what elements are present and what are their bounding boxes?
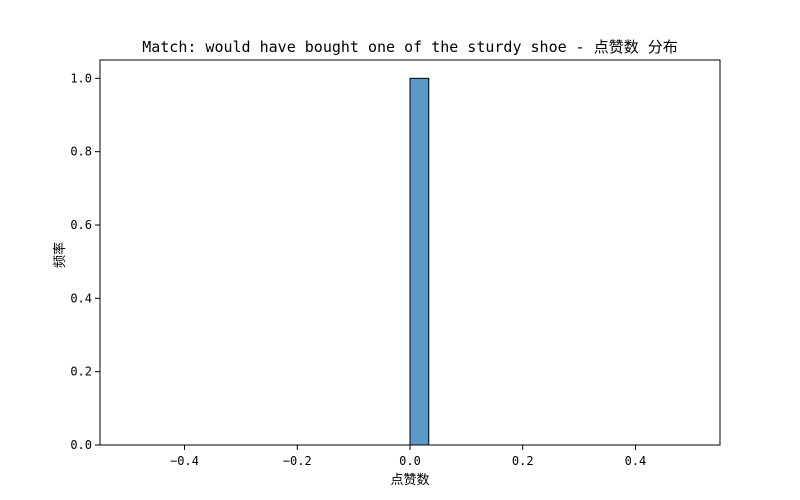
y-tick-label: 0.2 xyxy=(70,365,92,379)
y-tick-label: 0.6 xyxy=(70,218,92,232)
plot-area: −0.4 −0.2 0.0 0.2 0.4 0.0 0.2 0.4 0.6 0.8 1.0 xyxy=(70,59,721,468)
y-tick-label: 1.0 xyxy=(70,71,92,85)
y-axis-title: 频率 xyxy=(52,242,68,268)
x-tick-label: −0.4 xyxy=(170,454,199,468)
x-tick-label: −0.2 xyxy=(283,454,312,468)
y-tick-label: 0.0 xyxy=(70,438,92,452)
histogram-bar-0 xyxy=(409,77,430,446)
x-tick-label: 0.2 xyxy=(512,454,534,468)
x-tick-label: 0.4 xyxy=(625,454,647,468)
x-axis-title: 点赞数 xyxy=(390,473,429,488)
x-tick-label: 0.0 xyxy=(399,454,421,468)
y-tick-label: 0.4 xyxy=(70,291,92,305)
chart-title: Match: would have bought one of the stur… xyxy=(142,38,678,56)
y-tick-label: 0.8 xyxy=(70,145,92,159)
